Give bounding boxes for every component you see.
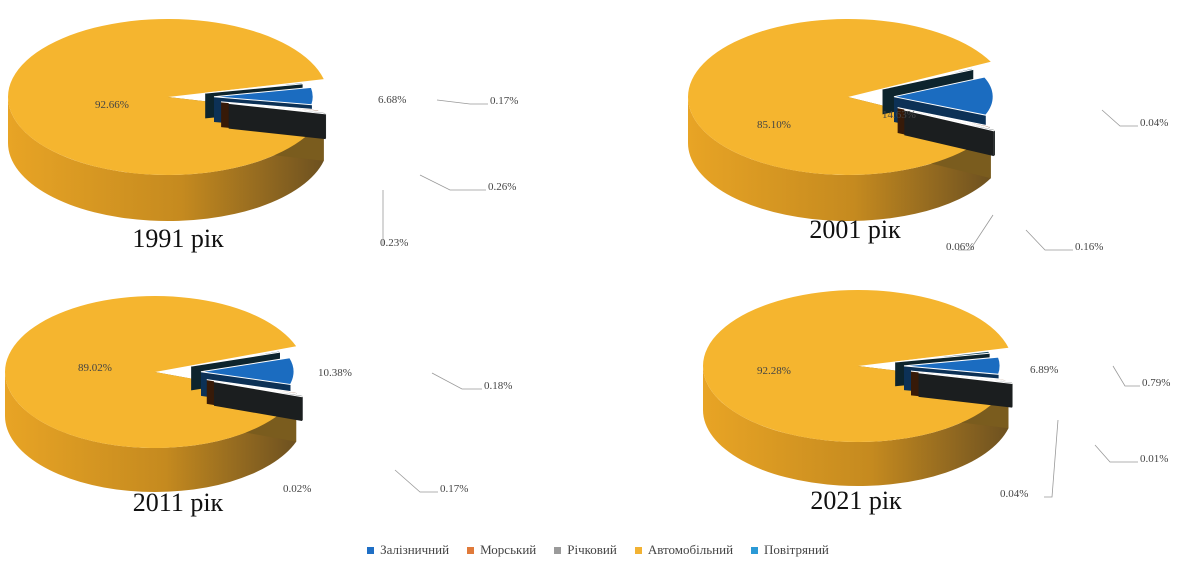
leader-line-sea (419, 174, 486, 191)
pie-slice-river (228, 102, 327, 115)
pie-slice-rail (893, 76, 994, 116)
pie-slice-river-side (993, 129, 995, 157)
legend-label-air: Повітряний (764, 542, 829, 557)
data-label-river: 0.06% (946, 241, 974, 253)
pie-slice-sea (206, 379, 298, 395)
data-label-rail: 10.38% (318, 367, 352, 379)
pie-slice-river (918, 372, 1014, 384)
pie-slice-road (8, 19, 324, 175)
leader-line-sea (1094, 444, 1138, 463)
data-label-river: 0.04% (1000, 488, 1028, 500)
pie-slice-river-side (1012, 382, 1013, 408)
legend: Залізничний Морський Річковий Автомобіль… (0, 541, 1196, 559)
legend-label-rail: Залізничний (380, 542, 450, 557)
pie-slice-road-side (688, 97, 991, 221)
legend-item-rail: Залізничний (367, 542, 449, 558)
leader-line-air (1112, 365, 1140, 387)
pie-slice-air (191, 350, 281, 367)
data-label-road: 92.66% (95, 99, 129, 111)
data-label-rail: 6.89% (1030, 364, 1058, 376)
pie-slice-rail (200, 357, 295, 386)
pie-slice-road-side (703, 366, 1009, 486)
legend-swatch-rail (367, 546, 375, 554)
legend-label-river: Річковий (567, 542, 617, 557)
pie-chart-1: 85.10% 14.63% 0.16% 0.06% 0.04% 2001 рік (688, 18, 1168, 253)
leader-line-sea (1025, 229, 1073, 251)
legend-item-air: Повітряний (751, 542, 829, 558)
legend-item-river: Річковий (554, 542, 617, 558)
pie-chart-0: 92.66% 6.68% 0.26% 0.23% 0.17% 1991 рік (8, 19, 518, 253)
data-label-road: 85.10% (757, 119, 791, 131)
pie-slice-river-cut (904, 109, 994, 157)
data-label-river: 0.02% (283, 483, 311, 495)
data-label-sea: 0.01% (1140, 453, 1168, 465)
legend-label-sea: Морський (480, 542, 537, 557)
pie-slice-road (4, 296, 297, 448)
pie-slice-rail (903, 356, 1001, 375)
pie-slice-sea (221, 101, 320, 112)
legend-swatch-river (554, 546, 562, 554)
leader-line-air (1101, 109, 1138, 127)
leader-line-river (1044, 419, 1059, 498)
pie-slice-rail (213, 86, 314, 106)
data-label-sea: 0.17% (440, 483, 468, 495)
data-label-air: 0.04% (1140, 117, 1168, 129)
legend-swatch-road (634, 546, 642, 554)
pie-slice-river-side (302, 395, 303, 421)
data-label-sea: 0.26% (488, 181, 516, 193)
leader-line-air (436, 99, 488, 105)
pie-slice-river-cut (228, 103, 326, 140)
data-label-air: 0.18% (484, 380, 512, 392)
data-label-road: 92.28% (757, 365, 791, 377)
pie-slice-air (882, 67, 975, 90)
pie-slice-river-side (325, 112, 327, 140)
data-label-road: 89.02% (78, 362, 112, 374)
leader-line-air (431, 372, 482, 390)
pie-slice-road-side (8, 97, 324, 222)
data-label-rail: 6.68% (378, 94, 406, 106)
pie-slice-river-cut (918, 372, 1013, 408)
leader-line-sea (394, 469, 438, 493)
pie-slice-river (213, 381, 304, 398)
pie-slice-air (205, 82, 304, 94)
legend-swatch-sea (467, 546, 475, 554)
data-label-river: 0.23% (380, 237, 408, 249)
pie-slice-sea (897, 107, 991, 128)
pie-slice-river-cut (213, 381, 303, 421)
pie-slice-river (904, 109, 996, 132)
data-label-air: 0.17% (490, 95, 518, 107)
legend-swatch-air (751, 546, 759, 554)
pie-slice-road-side (5, 372, 297, 492)
leader-line-river (958, 214, 994, 251)
pie-slice-road (703, 289, 1009, 442)
chart-title-3: 2021 рік (810, 486, 902, 515)
data-label-sea: 0.16% (1075, 241, 1103, 253)
chart-title-0: 1991 рік (132, 224, 224, 253)
pie-chart-3: 92.28% 6.89% 0.01% 0.04% 0.79% 2021 рік (703, 289, 1170, 515)
pie-slice-air (895, 350, 991, 363)
data-label-rail: 14.63% (882, 109, 916, 121)
chart-title-2: 2011 рік (133, 488, 224, 517)
chart-title-1: 2001 рік (809, 215, 901, 244)
data-label-air: 0.79% (1142, 377, 1170, 389)
pie-chart-2: 89.02% 10.38% 0.17% 0.02% 0.18% 2011 рік (4, 296, 512, 517)
legend-item-sea: Морський (467, 542, 536, 558)
legend-label-road: Автомобільний (647, 542, 734, 557)
pie-slice-sea (910, 370, 1007, 382)
legend-item-road: Автомобільний (634, 542, 734, 558)
